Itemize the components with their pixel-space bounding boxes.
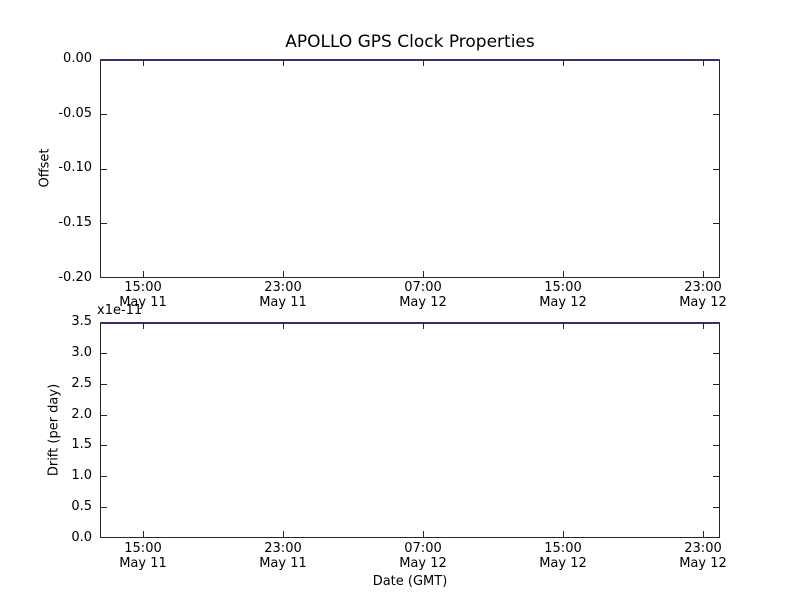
tick-mark	[703, 271, 705, 277]
offset-data-line	[100, 59, 720, 61]
y-tick-label: -0.10	[58, 160, 92, 175]
tick-mark	[283, 271, 285, 277]
x-tick-label: 23:00 May 11	[238, 280, 328, 310]
x-tick-time: 15:00	[124, 280, 162, 295]
tick-mark	[713, 445, 719, 447]
y-tick-label: -0.20	[58, 270, 92, 285]
tick-mark	[703, 60, 705, 66]
x-tick-label: 07:00 May 12	[378, 280, 468, 310]
drift-plot-area	[100, 322, 720, 538]
tick-mark	[143, 60, 145, 66]
y-tick-label: -0.15	[58, 215, 92, 230]
x-axis-label: Date (GMT)	[372, 574, 448, 589]
tick-mark	[101, 383, 107, 385]
tick-mark	[713, 507, 719, 509]
x-tick-date: May 11	[259, 556, 307, 571]
tick-mark	[101, 352, 107, 354]
x-tick-date: May 12	[679, 295, 727, 310]
tick-mark	[283, 531, 285, 537]
y-axis-offset-text: x1e-11	[97, 303, 143, 318]
y-tick-label: 3.5	[71, 314, 92, 329]
x-tick-label: 23:00 May 12	[658, 541, 748, 571]
tick-mark	[143, 271, 145, 277]
tick-mark	[423, 271, 425, 277]
x-tick-label: 15:00 May 11	[98, 280, 188, 310]
tick-mark	[101, 113, 107, 115]
tick-mark	[713, 476, 719, 478]
x-tick-date: May 12	[539, 295, 587, 310]
tick-mark	[423, 531, 425, 537]
tick-mark	[101, 445, 107, 447]
y-tick-label: -0.05	[58, 106, 92, 121]
tick-mark	[563, 271, 565, 277]
tick-mark	[703, 323, 705, 329]
x-tick-date: May 12	[679, 556, 727, 571]
tick-mark	[713, 352, 719, 354]
x-tick-label: 15:00 May 12	[518, 541, 608, 571]
x-tick-time: 15:00	[124, 541, 162, 556]
tick-mark	[101, 414, 107, 416]
x-tick-date: May 12	[399, 295, 447, 310]
y-tick-label: 0.5	[71, 499, 92, 514]
tick-mark	[283, 60, 285, 66]
x-tick-date: May 11	[259, 295, 307, 310]
x-tick-label: 07:00 May 12	[378, 541, 468, 571]
y-tick-label: 1.5	[71, 437, 92, 452]
x-tick-label: 23:00 May 12	[658, 280, 748, 310]
tick-mark	[713, 168, 719, 170]
tick-mark	[101, 223, 107, 225]
tick-mark	[423, 323, 425, 329]
drift-data-line	[100, 322, 720, 324]
x-tick-date: May 11	[119, 556, 167, 571]
tick-mark	[713, 223, 719, 225]
tick-mark	[713, 383, 719, 385]
x-tick-label: 23:00 May 11	[238, 541, 328, 571]
x-tick-time: 15:00	[544, 541, 582, 556]
x-tick-time: 23:00	[264, 280, 302, 295]
x-tick-date: May 11	[119, 295, 167, 310]
y-tick-label: 2.5	[71, 376, 92, 391]
x-tick-label: 15:00 May 12	[518, 280, 608, 310]
x-tick-time: 07:00	[404, 541, 442, 556]
tick-mark	[563, 60, 565, 66]
tick-mark	[101, 476, 107, 478]
tick-mark	[143, 531, 145, 537]
y-tick-label: 0.00	[63, 51, 92, 66]
x-tick-time: 23:00	[264, 541, 302, 556]
x-tick-label: 15:00 May 11	[98, 541, 188, 571]
y-tick-label: 3.0	[71, 345, 92, 360]
x-tick-date: May 12	[399, 556, 447, 571]
tick-mark	[143, 323, 145, 329]
y-axis-label-offset: Offset	[37, 148, 53, 188]
chart-title: APOLLO GPS Clock Properties	[285, 32, 535, 52]
tick-mark	[101, 507, 107, 509]
tick-mark	[563, 531, 565, 537]
y-tick-label: 2.0	[71, 407, 92, 422]
tick-mark	[713, 414, 719, 416]
tick-mark	[713, 113, 719, 115]
x-tick-time: 07:00	[404, 280, 442, 295]
y-tick-label: 1.0	[71, 468, 92, 483]
tick-mark	[703, 531, 705, 537]
offset-plot-area	[100, 59, 720, 278]
y-tick-label: 0.0	[71, 530, 92, 545]
x-tick-time: 23:00	[684, 280, 722, 295]
tick-mark	[101, 168, 107, 170]
tick-mark	[283, 323, 285, 329]
x-tick-time: 23:00	[684, 541, 722, 556]
tick-mark	[423, 60, 425, 66]
y-axis-label-drift: Drift (per day)	[46, 383, 62, 477]
x-tick-time: 15:00	[544, 280, 582, 295]
x-tick-date: May 12	[539, 556, 587, 571]
tick-mark	[563, 323, 565, 329]
